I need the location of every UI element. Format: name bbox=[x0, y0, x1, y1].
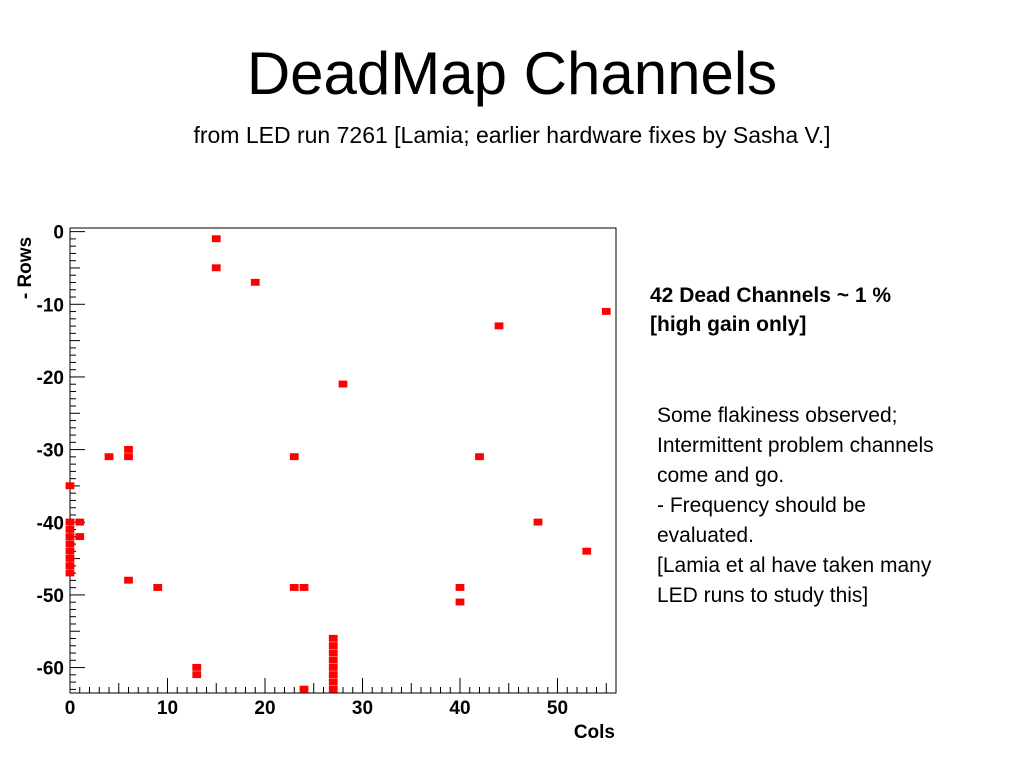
dead-channel-mark bbox=[601, 307, 611, 315]
dead-channel-mark bbox=[65, 547, 75, 555]
dead-channel-mark bbox=[328, 634, 338, 642]
dead-channel-mark bbox=[192, 671, 202, 679]
dead-channel-mark bbox=[65, 569, 75, 577]
x-tick-label: 50 bbox=[547, 698, 568, 719]
dead-channel-mark bbox=[328, 685, 338, 693]
x-tick-label: 10 bbox=[157, 698, 178, 719]
dead-channel-mark bbox=[299, 685, 309, 693]
dead-channel-marks bbox=[65, 235, 611, 693]
y-tick-label: -20 bbox=[37, 368, 64, 389]
dead-channel-mark bbox=[211, 235, 221, 243]
slide-subtitle: from LED run 7261 [Lamia; earlier hardwa… bbox=[193, 122, 831, 148]
notes-line: - Frequency should be bbox=[657, 494, 866, 517]
dead-channel-mark bbox=[65, 525, 75, 533]
dead-channel-mark bbox=[65, 540, 75, 548]
y-tick-label: -30 bbox=[37, 441, 64, 462]
dead-channel-mark bbox=[328, 649, 338, 657]
y-tick-label: 0 bbox=[53, 223, 64, 244]
deadmap-chart: 0 -10 -20 -30 -40 -50 -60 0 10 20 30 40 50 - Rows C… bbox=[15, 223, 617, 743]
notes-line: LED runs to study this] bbox=[657, 584, 869, 607]
dead-channel-mark bbox=[494, 322, 504, 330]
dead-channel-mark bbox=[124, 445, 133, 453]
dead-channel-mark bbox=[328, 678, 338, 686]
dead-channel-mark bbox=[65, 482, 75, 490]
dead-channel-mark bbox=[75, 518, 85, 526]
dead-channel-mark bbox=[75, 533, 85, 541]
y-tick-label: -60 bbox=[37, 659, 64, 680]
dead-channel-mark bbox=[65, 562, 75, 570]
dead-channel-mark bbox=[299, 584, 309, 591]
dead-channel-count-note: 42 Dead Channels ~ 1 % [high gain only] bbox=[650, 281, 990, 339]
flakiness-notes: Some flakiness observed; Intermittent pr… bbox=[657, 401, 1007, 611]
x-tick-label: 0 bbox=[65, 698, 76, 719]
y-tick-label: -40 bbox=[37, 513, 64, 534]
dead-channel-mark bbox=[65, 554, 75, 562]
dead-channel-mark bbox=[328, 671, 338, 679]
y-axis: 0 -10 -20 -30 -40 -50 -60 bbox=[37, 223, 85, 690]
y-tick-label: -10 bbox=[37, 295, 64, 316]
dead-channel-mark bbox=[475, 453, 484, 461]
dead-channel-mark bbox=[533, 518, 543, 526]
notes-line: Intermittent problem channels bbox=[657, 434, 934, 457]
dead-channel-mark bbox=[582, 547, 592, 555]
notes-line: Some flakiness observed; bbox=[657, 404, 898, 427]
dead-channel-mark bbox=[328, 656, 338, 664]
plot-frame bbox=[69, 227, 617, 694]
notes-line: [Lamia et al have taken many bbox=[657, 554, 932, 577]
dead-channel-mark bbox=[328, 663, 338, 671]
x-axis: 0 10 20 30 40 50 bbox=[65, 678, 617, 719]
x-tick-label: 40 bbox=[449, 698, 470, 719]
dead-channel-mark bbox=[250, 278, 260, 286]
dead-channel-mark bbox=[289, 453, 299, 461]
dead-channel-mark bbox=[338, 380, 348, 388]
x-axis-label: Cols bbox=[574, 722, 615, 743]
dead-channel-mark bbox=[455, 598, 465, 606]
slide-title: DeadMap Channels bbox=[246, 40, 778, 107]
x-tick-label: 30 bbox=[352, 698, 373, 719]
dead-channel-mark bbox=[289, 584, 299, 591]
count-note-line: [high gain only] bbox=[650, 313, 807, 336]
dead-channel-mark bbox=[124, 453, 133, 461]
dead-channel-mark bbox=[211, 264, 221, 272]
y-axis-label: - Rows bbox=[15, 237, 36, 299]
dead-channel-mark bbox=[153, 584, 163, 591]
x-tick-label: 20 bbox=[254, 698, 275, 719]
count-note-line: 42 Dead Channels ~ 1 % bbox=[650, 284, 892, 307]
dead-channel-mark bbox=[192, 663, 202, 671]
dead-channel-mark bbox=[65, 533, 75, 541]
dead-channel-mark bbox=[104, 453, 114, 461]
dead-channel-mark bbox=[124, 576, 133, 584]
dead-channel-mark bbox=[328, 642, 338, 650]
notes-line: evaluated. bbox=[657, 524, 754, 547]
dead-channel-mark bbox=[455, 584, 465, 591]
dead-channel-mark bbox=[65, 518, 75, 526]
y-tick-label: -50 bbox=[37, 586, 64, 607]
notes-line: come and go. bbox=[657, 464, 785, 487]
